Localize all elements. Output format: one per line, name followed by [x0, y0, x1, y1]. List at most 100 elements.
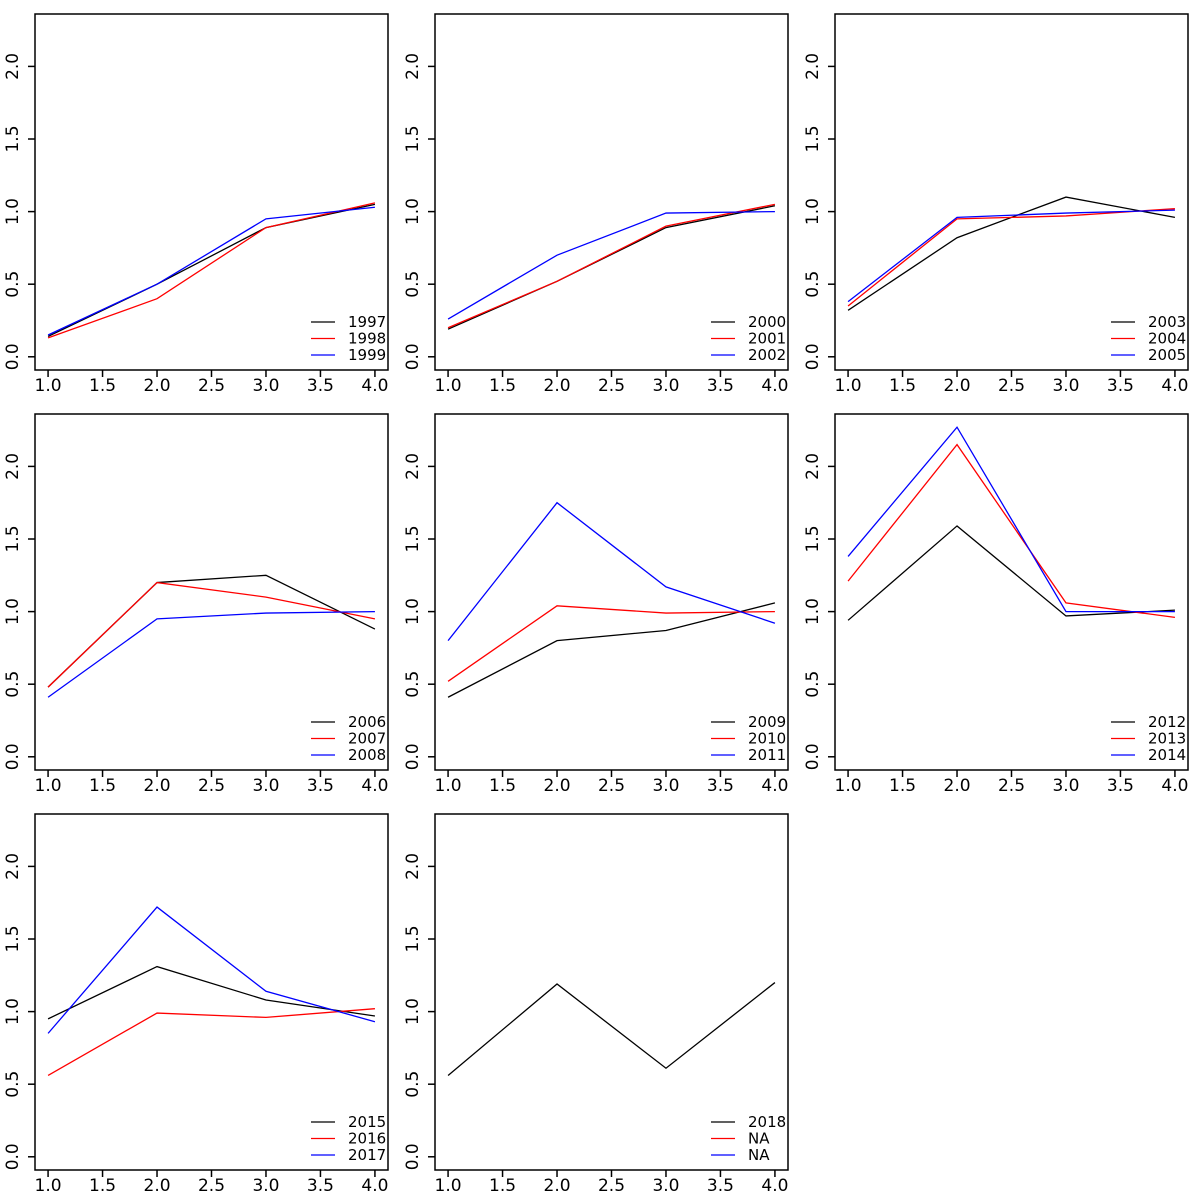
- chart-panel-2018: 1.0 1.5 2.0 2.5 3.0 3.5 4.0 0.0 0.5 1.0 1.5 2.0 2018…: [400, 800, 800, 1200]
- series-line-2015: [47, 965, 376, 1020]
- x-axis-tick-label: 4.0: [361, 376, 388, 396]
- chart-panel-2009: 1.0 1.5 2.0 2.5 3.0 3.5 4.0 0.0 0.5 1.0 1.5 2.0 2009…: [400, 400, 800, 800]
- y-axis-tick-label: 1.5: [3, 525, 23, 552]
- series-line-1997: [47, 203, 376, 338]
- plot-box: [34, 813, 389, 1171]
- x-axis-tick-label: 3.0: [252, 776, 279, 796]
- x-axis-tick-label: 1.5: [489, 1176, 516, 1196]
- legend-label: 2015: [348, 1113, 386, 1131]
- y-axis-tick-label: 2.0: [403, 453, 423, 480]
- y-axis-tick-label: 0.5: [403, 1071, 423, 1098]
- series-line-2008: [47, 610, 375, 698]
- plot-area: 1.0 1.5 2.0 2.5 3.0 3.5 4.0 0.0 0.5 1.0 1.5 2.0 2000…: [403, 13, 789, 396]
- y-axis-tick-label: 2.0: [3, 853, 23, 880]
- x-axis-tick-label: 2.5: [598, 1176, 625, 1196]
- x-axis-tick-label: 3.5: [1107, 376, 1134, 396]
- chart-panel-2003: 1.0 1.5 2.0 2.5 3.0 3.5 4.0 0.0 0.5 1.0 1.5 2.0 2003…: [800, 0, 1200, 400]
- y-axis-tick-label: 0.5: [403, 671, 423, 698]
- x-axis-tick-label: 2.5: [598, 776, 625, 796]
- y-axis-tick-label: 2.0: [3, 53, 23, 80]
- legend-label: NA: [748, 1146, 770, 1164]
- plot-box: [434, 813, 789, 1171]
- plot-area: 1.0 1.5 2.0 2.5 3.0 3.5 4.0 0.0 0.5 1.0 1.5 2.0 2009…: [403, 413, 789, 796]
- y-axis-tick-label: 1.0: [403, 598, 423, 625]
- chart-panel-2006: 1.0 1.5 2.0 2.5 3.0 3.5 4.0 0.0 0.5 1.0 1.5 2.0 2006…: [0, 400, 400, 800]
- x-axis-tick-label: 2.0: [544, 776, 571, 796]
- y-axis-tick-label: 0.0: [3, 743, 23, 770]
- plot-box: [834, 13, 1189, 371]
- x-axis-tick-label: 1.5: [489, 776, 516, 796]
- x-axis-tick-label: 1.0: [435, 376, 462, 396]
- series-line-2007: [47, 581, 376, 688]
- y-axis-tick-label: 0.0: [803, 743, 823, 770]
- legend-label: 2016: [348, 1130, 386, 1148]
- x-axis-tick-label: 2.0: [544, 1176, 571, 1196]
- x-axis-tick-label: 3.0: [1052, 376, 1079, 396]
- x-axis-tick-label: 3.5: [307, 1176, 334, 1196]
- legend-label: 2011: [748, 746, 786, 764]
- x-axis-tick-label: 2.0: [944, 376, 971, 396]
- chart-panel-1997: 1.0 1.5 2.0 2.5 3.0 3.5 4.0 0.0 0.5 1.0 1.5 2.0 1997…: [0, 0, 400, 400]
- empty-panel: [800, 800, 1200, 1200]
- y-axis-tick-label: 0.0: [803, 343, 823, 370]
- y-axis-tick-label: 0.0: [3, 1143, 23, 1170]
- legend-label: 2017: [348, 1146, 386, 1164]
- legend-label: 2004: [1148, 330, 1186, 348]
- plot-area: 1.0 1.5 2.0 2.5 3.0 3.5 4.0 0.0 0.5 1.0 1.5 2.0 2012…: [803, 413, 1189, 796]
- x-axis-tick-label: 3.0: [652, 376, 679, 396]
- y-axis-tick-label: 1.5: [403, 125, 423, 152]
- plot-box: [834, 413, 1189, 771]
- x-axis-tick-label: 2.0: [144, 776, 171, 796]
- series-line-2017: [47, 906, 376, 1034]
- x-axis-tick-label: 3.0: [652, 1176, 679, 1196]
- x-axis-tick-label: 2.0: [144, 376, 171, 396]
- y-axis-tick-label: 0.5: [3, 1071, 23, 1098]
- y-axis-tick-label: 0.0: [3, 343, 23, 370]
- x-axis-tick-label: 4.0: [361, 776, 388, 796]
- x-axis-tick-label: 2.5: [198, 776, 225, 796]
- x-axis-tick-label: 2.5: [198, 1176, 225, 1196]
- plot-area: 1.0 1.5 2.0 2.5 3.0 3.5 4.0 0.0 0.5 1.0 1.5 2.0 2003…: [803, 13, 1189, 396]
- y-axis-tick-label: 0.5: [3, 671, 23, 698]
- y-axis-tick-label: 0.0: [403, 743, 423, 770]
- x-axis-tick-label: 3.0: [252, 376, 279, 396]
- series-line-2011: [447, 501, 776, 642]
- series-line-1998: [47, 202, 376, 339]
- y-axis-tick-label: 1.0: [3, 598, 23, 625]
- series-line-1999: [47, 206, 375, 336]
- x-axis-tick-label: 1.5: [889, 376, 916, 396]
- y-axis-tick-label: 1.5: [803, 125, 823, 152]
- plot-area: 1.0 1.5 2.0 2.5 3.0 3.5 4.0 0.0 0.5 1.0 1.5 2.0 2015…: [3, 813, 389, 1196]
- x-axis-tick-label: 1.0: [835, 376, 862, 396]
- series-line-2005: [847, 209, 1175, 303]
- y-axis-tick-label: 0.0: [403, 343, 423, 370]
- x-axis-tick-label: 1.0: [35, 1176, 62, 1196]
- x-axis-tick-label: 3.5: [707, 376, 734, 396]
- y-axis-tick-label: 1.0: [3, 198, 23, 225]
- y-axis-tick-label: 2.0: [803, 53, 823, 80]
- x-axis-tick-label: 4.0: [1161, 376, 1188, 396]
- legend-label: 2008: [348, 746, 386, 764]
- y-axis-tick-label: 0.5: [3, 271, 23, 298]
- plot-box: [434, 413, 789, 771]
- y-axis-tick-label: 1.5: [403, 525, 423, 552]
- y-axis-tick-label: 1.0: [3, 998, 23, 1025]
- x-axis-tick-label: 3.0: [1052, 776, 1079, 796]
- legend-label: 2000: [748, 313, 786, 331]
- x-axis-tick-label: 3.5: [307, 376, 334, 396]
- legend-label: 1999: [348, 346, 386, 364]
- x-axis-tick-label: 3.5: [1107, 776, 1134, 796]
- legend-label: 2002: [748, 346, 786, 364]
- x-axis-tick-label: 3.5: [707, 776, 734, 796]
- x-axis-tick-label: 1.5: [89, 776, 116, 796]
- series-line-2013: [847, 443, 1176, 619]
- legend-label: 1998: [348, 330, 386, 348]
- legend-label: 2006: [348, 713, 386, 731]
- y-axis-tick-label: 0.5: [403, 271, 423, 298]
- series-line-2010: [447, 605, 775, 682]
- x-axis-tick-label: 4.0: [761, 1176, 788, 1196]
- x-axis-tick-label: 4.0: [361, 1176, 388, 1196]
- legend-label: 2005: [1148, 346, 1186, 364]
- legend-label: 2013: [1148, 730, 1186, 748]
